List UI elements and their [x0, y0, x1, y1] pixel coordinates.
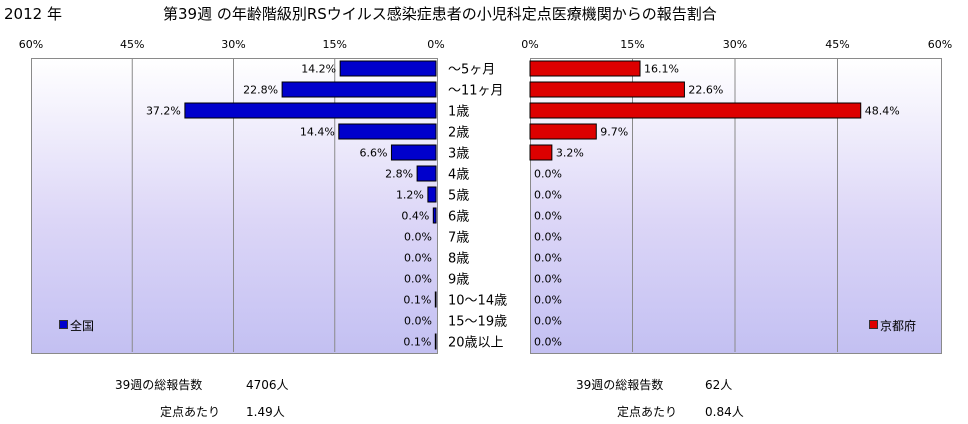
category-label: 3歳	[448, 147, 469, 162]
left-bar	[281, 81, 437, 98]
category-label: 15～19歳	[448, 315, 507, 330]
left-data-label: 37.2%	[146, 105, 181, 118]
right-data-label: 0.0%	[534, 231, 562, 244]
right-data-label: 0.0%	[534, 336, 562, 349]
left-tick-label: 15%	[323, 38, 347, 51]
right-total-label: 39週の総報告数	[576, 378, 664, 392]
legend-swatch-national	[59, 320, 68, 329]
category-label: 6歳	[448, 210, 469, 225]
left-data-label: 0.0%	[404, 252, 432, 265]
right-tick-label: 30%	[723, 38, 747, 51]
right-data-label: 0.0%	[534, 273, 562, 286]
left-tick-label: 60%	[19, 38, 43, 51]
category-label: 7歳	[448, 231, 469, 246]
category-label: 4歳	[448, 168, 469, 183]
left-data-label: 0.4%	[401, 210, 429, 223]
right-data-label: 0.0%	[534, 210, 562, 223]
left-bar	[432, 207, 437, 224]
left-data-label: 6.6%	[359, 147, 387, 160]
right-tick-label: 45%	[825, 38, 849, 51]
right-data-label: 48.4%	[865, 105, 900, 118]
left-data-label: 1.2%	[396, 189, 424, 202]
left-bar	[184, 102, 437, 119]
left-bar	[434, 333, 437, 350]
year-label: 2012 年	[4, 5, 62, 23]
category-label: 2歳	[448, 126, 469, 141]
right-data-label: 3.2%	[556, 147, 584, 160]
left-data-label: 22.8%	[243, 84, 278, 97]
chart-title: 第39週 の年齢階級別RSウイルス感染症患者の小児科定点医療機関からの報告割合	[163, 5, 717, 23]
left-data-label: 0.0%	[404, 231, 432, 244]
category-label: 9歳	[448, 273, 469, 288]
right-bar	[529, 102, 862, 119]
left-bar	[390, 144, 437, 161]
right-data-label: 22.6%	[688, 84, 723, 97]
right-tick-label: 15%	[620, 38, 644, 51]
left-bar	[339, 60, 437, 77]
category-label: ～11ヶ月	[448, 84, 504, 99]
left-data-label: 14.2%	[301, 63, 336, 76]
category-label: 1歳	[448, 105, 469, 120]
legend-swatch-kyoto	[869, 320, 878, 329]
right-data-label: 16.1%	[644, 63, 679, 76]
left-per-value: 1.49人	[246, 405, 285, 419]
left-tick-label: 45%	[120, 38, 144, 51]
right-data-label: 0.0%	[534, 315, 562, 328]
left-data-label: 2.8%	[385, 168, 413, 181]
right-total-value: 62人	[705, 378, 733, 392]
category-label: 20歳以上	[448, 336, 504, 351]
left-data-label: 0.0%	[404, 273, 432, 286]
legend-label-national: 全国	[70, 319, 95, 333]
left-bar	[416, 165, 437, 182]
category-label: 5歳	[448, 189, 469, 204]
right-tick-label: 0%	[521, 38, 538, 51]
right-data-label: 9.7%	[600, 126, 628, 139]
category-label: 10～14歳	[448, 294, 507, 309]
left-bar	[338, 123, 437, 140]
right-bar	[529, 123, 597, 140]
right-per-label: 定点あたり	[617, 405, 678, 419]
right-bar	[529, 60, 641, 77]
left-tick-label: 0%	[427, 38, 444, 51]
left-bar	[434, 291, 437, 308]
right-data-label: 0.0%	[534, 168, 562, 181]
legend-label-kyoto: 京都府	[880, 319, 917, 333]
category-label: ～5ヶ月	[448, 63, 495, 78]
left-data-label: 0.0%	[404, 315, 432, 328]
left-total-label: 39週の総報告数	[115, 378, 203, 392]
right-bar	[529, 81, 685, 98]
right-data-label: 0.0%	[534, 189, 562, 202]
category-label: 8歳	[448, 252, 469, 267]
left-data-label: 0.1%	[403, 336, 431, 349]
left-per-label: 定点あたり	[160, 405, 221, 419]
right-bar	[529, 144, 553, 161]
right-data-label: 0.0%	[534, 252, 562, 265]
left-bar	[427, 186, 437, 203]
left-data-label: 0.1%	[403, 294, 431, 307]
right-per-value: 0.84人	[705, 405, 744, 419]
left-total-value: 4706人	[246, 378, 289, 392]
right-tick-label: 60%	[928, 38, 952, 51]
legend-national: 全国	[59, 317, 94, 334]
left-data-label: 14.4%	[300, 126, 335, 139]
legend-kyoto: 京都府	[869, 317, 916, 334]
right-data-label: 0.0%	[534, 294, 562, 307]
left-tick-label: 30%	[221, 38, 245, 51]
